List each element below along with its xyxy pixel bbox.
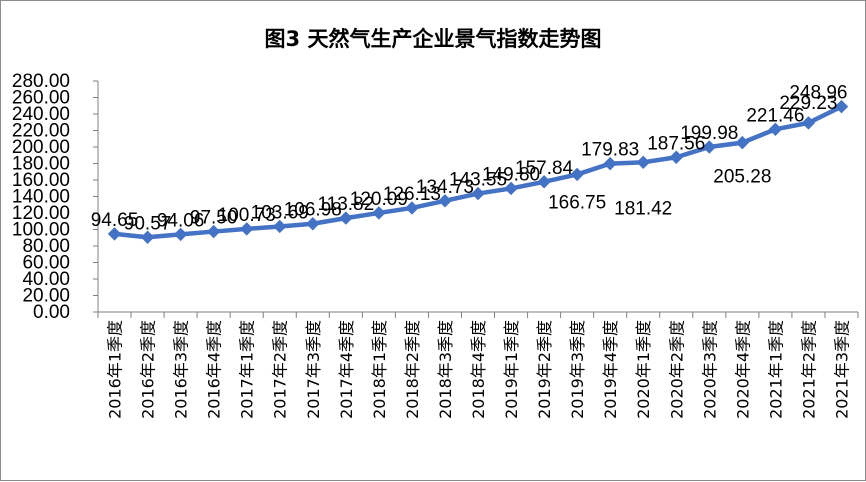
data-point [140,230,155,244]
x-tick-label: 2019年3季度 [568,320,587,419]
y-tick-label: 100.00 [12,220,70,241]
x-tick-label: 2017年2季度 [271,320,290,419]
x-tick-label: 2018年4季度 [469,320,488,419]
y-tick-label: 140.00 [12,187,70,208]
data-point [735,135,750,150]
data-point [537,175,551,189]
data-label: 97.50 [190,208,238,229]
data-label: 94.65 [91,210,139,231]
x-tick-label: 2020年4季度 [733,320,752,419]
data-label: 149.80 [482,164,540,185]
x-tick-labels: 2016年1季度 2016年2季度 2016年3季度 2016年4季度 2017年1季度… [97,312,859,419]
x-tick-label: 2017年4季度 [337,320,356,419]
data-label: 103.69 [251,202,309,223]
data-label: 205.28 [713,167,771,188]
x-tick-label: 2020年2季度 [667,320,686,419]
x-tick-label: 2020年1季度 [634,320,653,419]
data-point [107,227,122,241]
y-tick-label: 120.00 [12,203,70,224]
data-point [570,167,584,182]
x-tick-label: 2017年1季度 [238,320,257,419]
x-tick-label: 2018年2季度 [403,320,422,419]
y-tick-label: 20.00 [22,286,70,307]
x-tick-label: 2018年3季度 [436,320,455,419]
data-point [273,219,287,234]
data-label: 221.46 [746,105,804,126]
y-tick-labels: 0.0020.0040.0060.0080.00100.00120.00140.… [12,71,98,323]
data-label: 166.75 [548,192,606,213]
data-label: 143.55 [449,170,507,191]
x-tick-label: 2021年3季度 [832,320,851,419]
y-tick-label: 40.00 [22,269,70,290]
data-point [636,155,650,170]
data-label: 106.98 [284,200,342,221]
data-point [372,206,386,220]
data-point [173,227,188,242]
y-tick-label: 240.00 [12,104,70,125]
data-point [603,156,617,171]
x-tick-label: 2019年1季度 [502,320,521,419]
x-tick-label: 2021年2季度 [799,320,818,419]
data-label: 134.73 [416,177,474,198]
y-tick-label: 160.00 [12,170,70,191]
x-tick-label: 2019年2季度 [535,320,554,419]
data-label: 179.83 [581,140,639,161]
y-tick-label: 60.00 [22,253,70,274]
x-tick-label: 2019年4季度 [601,320,620,419]
x-tick-label: 2016年3季度 [172,320,191,419]
data-point [306,217,320,231]
data-point [339,211,353,225]
data-point [834,99,849,114]
y-tick-label: 280.00 [12,71,70,92]
data-label: 187.56 [647,133,705,154]
x-tick-label: 2017年3季度 [304,320,323,419]
x-tick-label: 2021年1季度 [766,320,785,419]
data-point [669,150,683,164]
data-point [768,122,783,137]
y-tick-label: 260.00 [12,88,70,109]
data-label: 100.73 [218,205,276,226]
data-point [206,224,221,239]
data-point [239,222,254,236]
y-tick-label: 0.00 [33,302,70,323]
data-label: 94.06 [157,210,205,231]
data-label: 120.09 [350,189,408,210]
data-label: 90.57 [124,213,172,234]
chart-title: 图3 天然气生产企业景气指数走势图 [264,27,602,51]
data-label: 181.42 [614,198,672,219]
series [107,99,849,244]
data-label: 199.98 [680,123,738,144]
data-label: 229.23 [779,93,837,114]
data-label: 248.96 [789,83,847,104]
data-label: 157.84 [515,158,574,179]
data-point [405,201,419,215]
x-tick-label: 2016年4季度 [205,320,224,419]
y-tick-label: 200.00 [12,137,70,158]
data-point [801,116,816,130]
y-tick-label: 80.00 [22,236,70,257]
data-point [702,140,717,154]
data-point [438,194,452,208]
data-labels: 94.6590.5794.0697.50100.73103.69106.9811… [91,83,848,235]
y-tick-label: 180.00 [12,154,70,175]
data-point [471,186,485,201]
x-tick-label: 2016年2季度 [139,320,158,419]
data-label: 113.82 [317,194,374,215]
y-tick-label: 220.00 [12,121,70,142]
x-tick-label: 2020年3季度 [700,320,719,419]
x-tick-label: 2018年1季度 [370,320,389,419]
data-point [504,181,518,196]
data-label: 126.13 [383,184,441,205]
x-tick-label: 2016年1季度 [106,320,125,419]
